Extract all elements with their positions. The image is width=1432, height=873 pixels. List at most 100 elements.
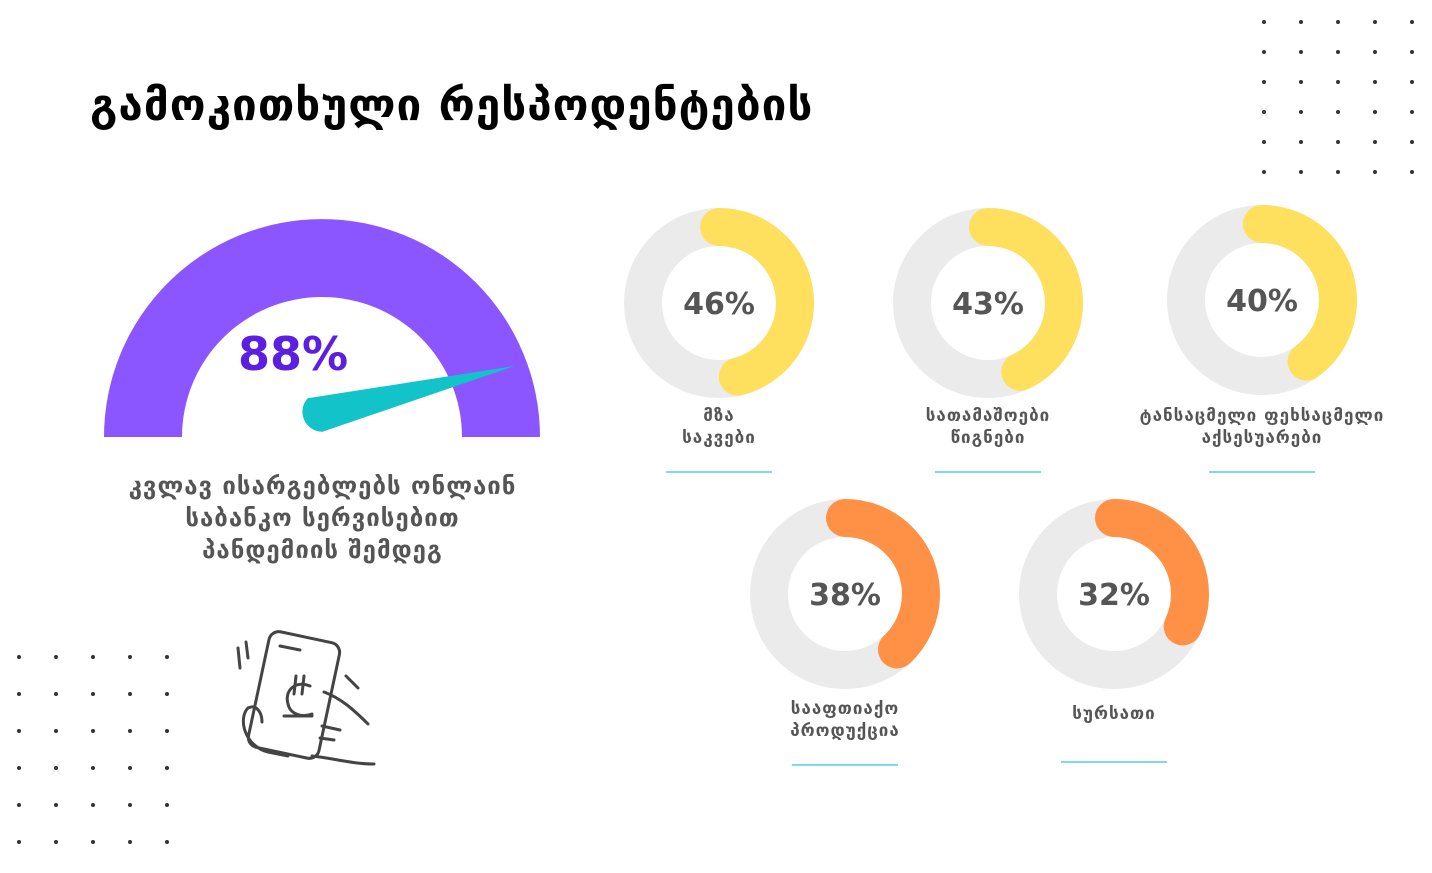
decoration-dot: [54, 840, 58, 844]
gauge-caption: კვლავ ისარგებლებს ონლაინ საბანკო სერვისე…: [80, 470, 565, 566]
decoration-dot: [91, 803, 95, 807]
donut-chart: 40%: [1167, 205, 1357, 395]
gauge-chart: 88%: [104, 219, 540, 437]
gauge-arc: [104, 219, 540, 437]
donut-caption-line: წიგნები: [950, 428, 1026, 448]
decoration-dot: [17, 766, 21, 770]
donut-caption-line: სათამაშოები: [925, 406, 1051, 426]
decoration-dot: [128, 729, 132, 733]
decoration-dot: [1262, 110, 1266, 114]
decoration-dot: [1262, 50, 1266, 54]
decoration-dot: [17, 840, 21, 844]
donut-slice: [624, 208, 814, 398]
donut-caption: სურსათი: [964, 703, 1264, 725]
decoration-dot: [1299, 170, 1303, 174]
decoration-dot: [54, 729, 58, 733]
donut-value-label: 38%: [809, 578, 881, 613]
decoration-dot: [1336, 140, 1340, 144]
decoration-dot: [91, 840, 95, 844]
donut-chart: 43%: [893, 208, 1083, 398]
donut-slice: [893, 208, 1083, 398]
donut-caption-line: აქსესუარები: [1201, 428, 1323, 448]
caption-underline: [1061, 761, 1167, 763]
donut-chart: 32%: [1019, 499, 1209, 689]
decoration-dot: [165, 729, 169, 733]
decoration-dot: [17, 803, 21, 807]
decoration-dot: [1410, 80, 1414, 84]
gauge-value-label: 88%: [238, 327, 348, 381]
decoration-dot: [1373, 110, 1377, 114]
page-title: გამოკითხული რესპოდენტების: [90, 80, 814, 131]
gauge-needle: [302, 365, 515, 432]
donut-caption-line: საკვები: [682, 428, 756, 448]
decoration-dot: [128, 803, 132, 807]
donut-caption-line: სააფთიაქო: [790, 699, 900, 719]
donut-chart: 38%: [750, 499, 940, 689]
phone-payment-lari-icon: [236, 630, 376, 766]
decoration-dot: [54, 803, 58, 807]
decoration-dot: [1262, 80, 1266, 84]
decoration-dot: [165, 840, 169, 844]
decoration-dot: [128, 766, 132, 770]
decoration-dot: [1262, 140, 1266, 144]
decoration-dot: [1410, 170, 1414, 174]
decoration-dot: [165, 692, 169, 696]
decoration-dot: [1410, 20, 1414, 24]
decoration-dot: [91, 692, 95, 696]
decoration-dot: [91, 766, 95, 770]
caption-underline: [935, 471, 1041, 473]
decoration-dot: [1262, 20, 1266, 24]
donut-value-label: 46%: [683, 287, 755, 322]
decoration-dot: [1410, 110, 1414, 114]
donut-chart: 46%: [624, 208, 814, 398]
donut-slice: [750, 499, 940, 689]
decoration-dot: [1373, 80, 1377, 84]
decoration-dot: [1299, 80, 1303, 84]
decoration-dot: [165, 655, 169, 659]
decoration-dot: [54, 655, 58, 659]
donut-caption-line: ტანსაცმელი ფეხსაცმელი: [1139, 406, 1385, 426]
donut-caption-line: მზა: [703, 406, 735, 426]
donut-caption: სააფთიაქო პროდუქცია: [695, 698, 995, 742]
gauge-caption-line: საბანკო სერვისებით: [185, 504, 460, 532]
decoration-dot: [1410, 140, 1414, 144]
decoration-dot: [1336, 50, 1340, 54]
decoration-dot: [91, 655, 95, 659]
caption-underline: [1209, 471, 1315, 473]
decoration-dot: [17, 655, 21, 659]
decoration-dot: [1373, 140, 1377, 144]
decoration-dot: [128, 692, 132, 696]
gauge-caption-line: კვლავ ისარგებლებს ონლაინ: [128, 472, 517, 500]
decoration-dot: [165, 766, 169, 770]
decoration-dot: [54, 766, 58, 770]
donut-caption: მზა საკვები: [569, 405, 869, 449]
donut-caption: ტანსაცმელი ფეხსაცმელი აქსესუარები: [1112, 405, 1412, 449]
decoration-dot: [1299, 110, 1303, 114]
donut-value-label: 32%: [1078, 578, 1150, 613]
donut-caption-line: სურსათი: [1072, 704, 1156, 724]
decoration-dot: [1373, 50, 1377, 54]
decoration-dot: [1299, 140, 1303, 144]
decoration-dot: [54, 692, 58, 696]
donut-caption-line: პროდუქცია: [790, 721, 900, 741]
donut-slice: [1167, 205, 1357, 395]
decoration-dot: [1299, 20, 1303, 24]
decoration-dot: [1336, 170, 1340, 174]
decoration-dot: [1373, 170, 1377, 174]
donut-caption: სათამაშოები წიგნები: [838, 405, 1138, 449]
donut-value-label: 43%: [952, 287, 1024, 322]
donut-slice: [1019, 499, 1209, 689]
decoration-dot: [1336, 80, 1340, 84]
decoration-dot: [1299, 50, 1303, 54]
decoration-dot: [1373, 20, 1377, 24]
decoration-dot: [1336, 110, 1340, 114]
decoration-dot: [1336, 20, 1340, 24]
decoration-dot: [128, 840, 132, 844]
decoration-dot: [128, 655, 132, 659]
decoration-dot: [91, 729, 95, 733]
decoration-dot: [17, 729, 21, 733]
decoration-dot: [1410, 50, 1414, 54]
decoration-dot: [17, 692, 21, 696]
donut-value-label: 40%: [1226, 284, 1298, 319]
caption-underline: [666, 471, 772, 473]
